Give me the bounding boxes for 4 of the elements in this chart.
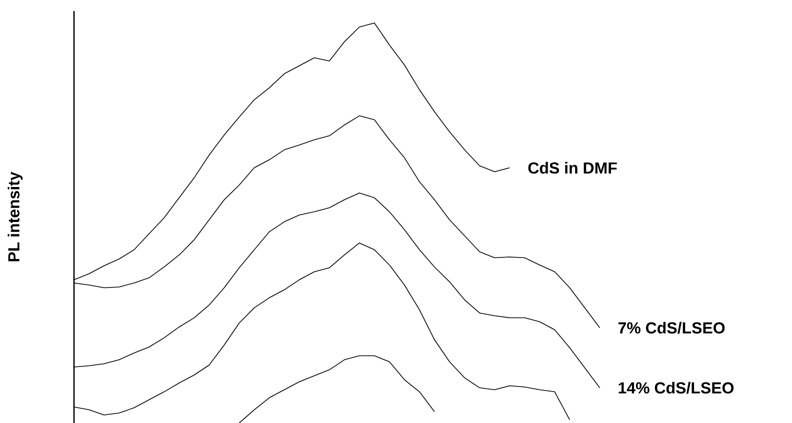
series-label: CdS in DMF: [528, 162, 617, 174]
series-label: 7% CdS/LSEO: [618, 322, 725, 334]
series-label: 14% CdS/LSEO: [618, 382, 734, 394]
y-axis-title: PL intensity: [8, 172, 23, 262]
